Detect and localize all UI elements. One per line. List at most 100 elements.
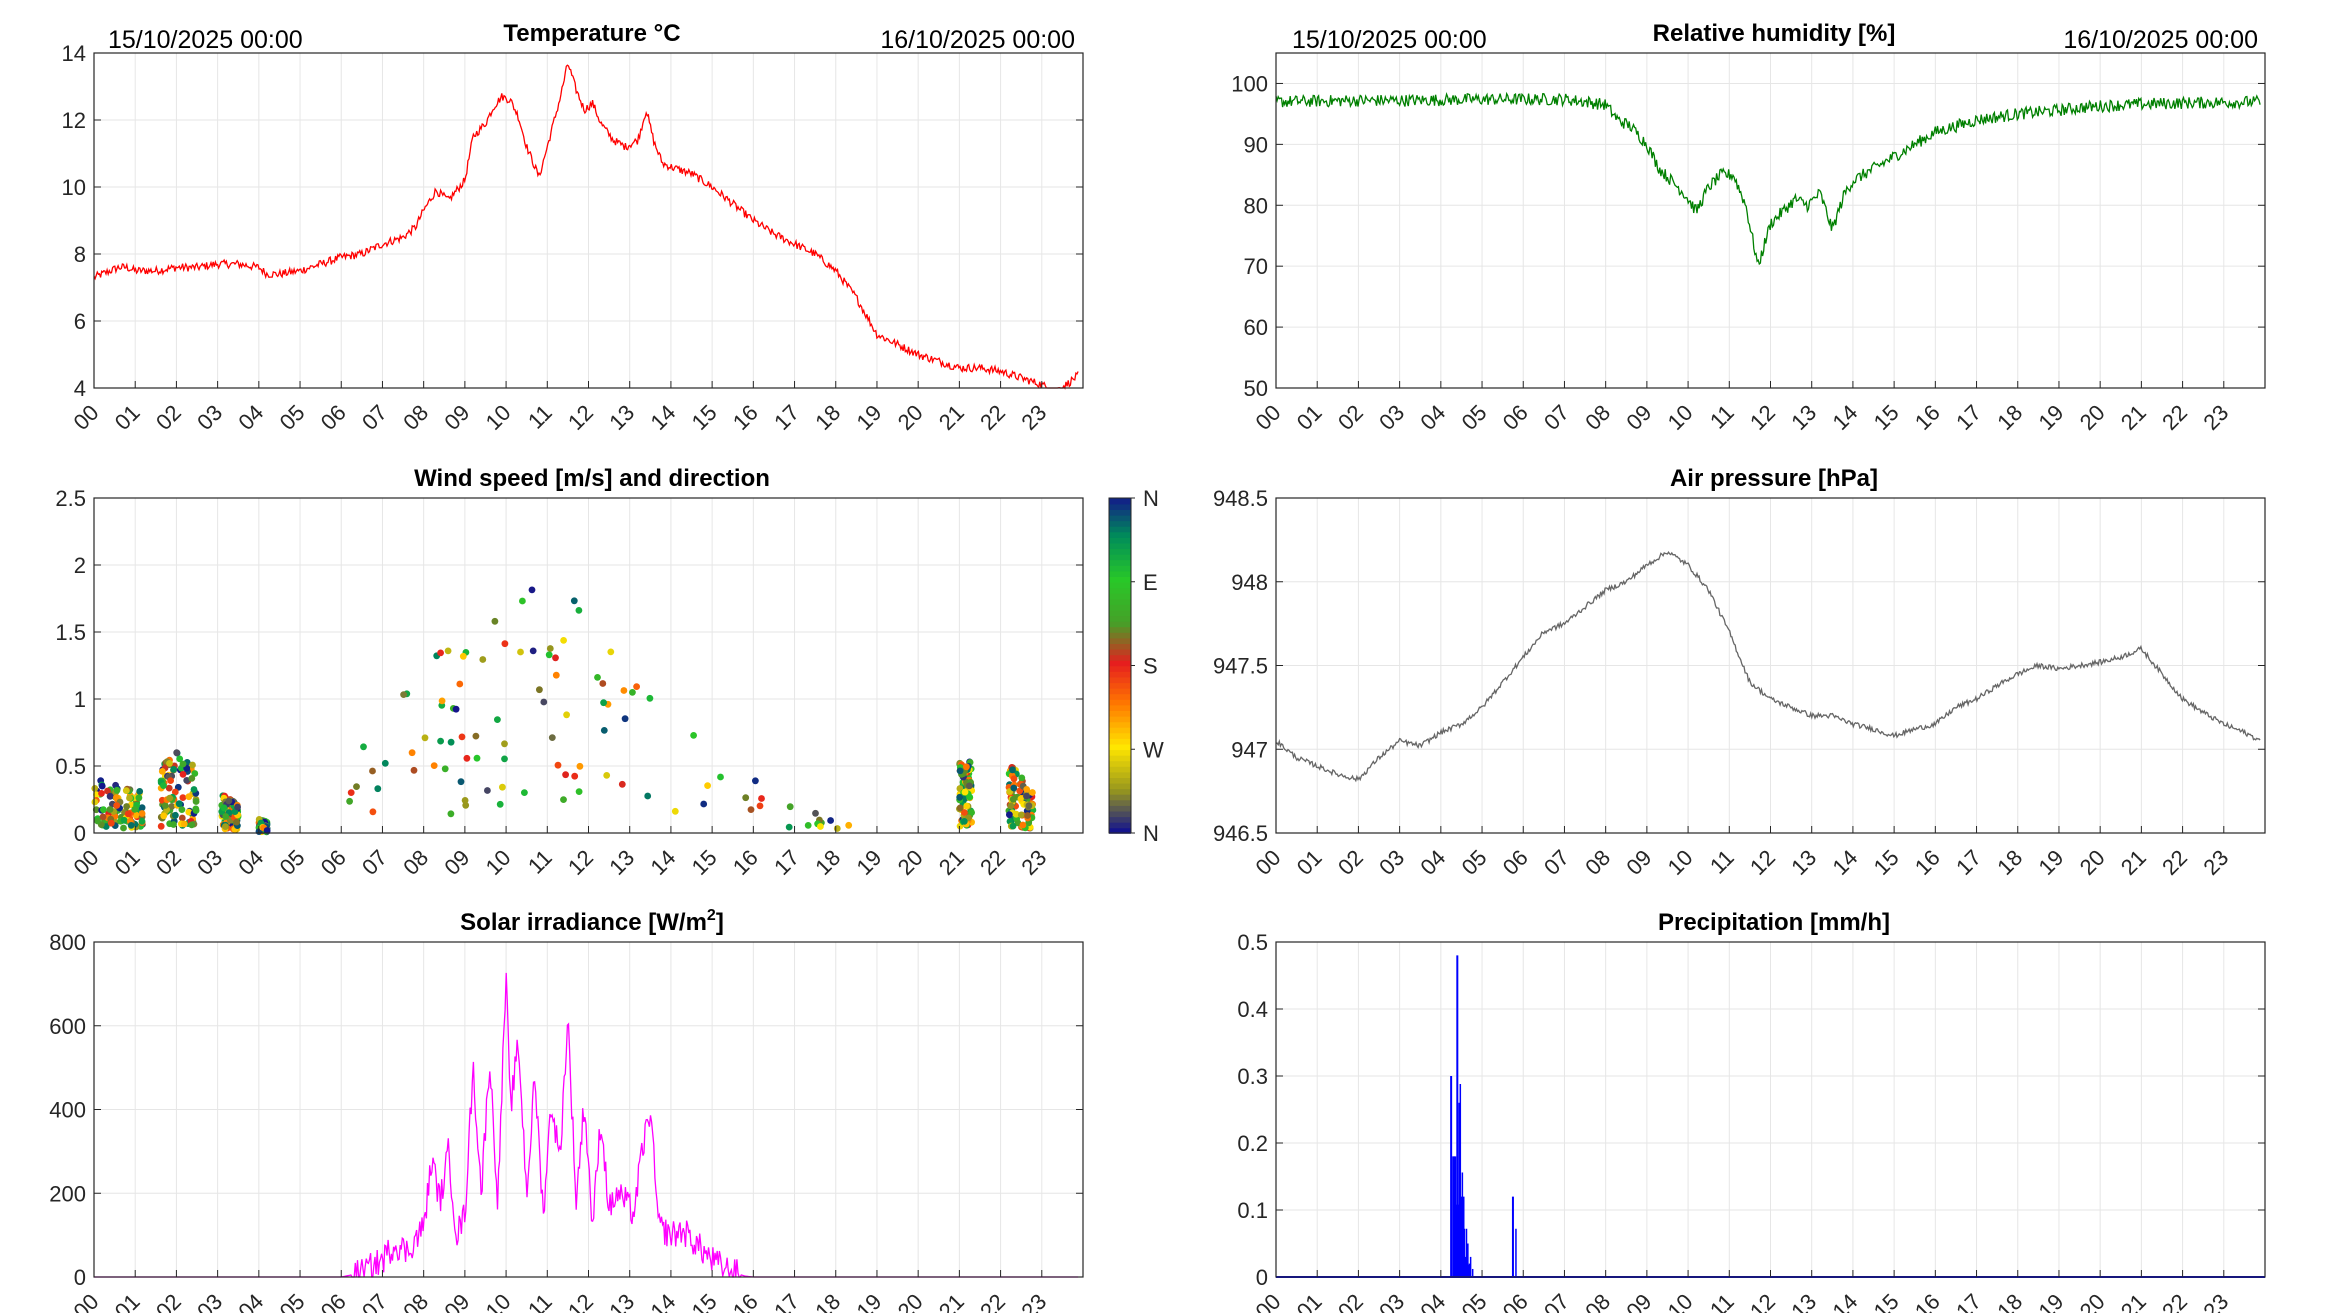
wind-point (104, 787, 111, 795)
humidity-ytick-label: 90 (1244, 132, 1268, 157)
precipitation-xtick-label: 04 (1415, 1289, 1450, 1313)
colorbar-segment (1109, 615, 1131, 622)
wind-point (484, 787, 491, 794)
solar-xtick-label: 10 (481, 1289, 516, 1313)
pressure-grid (1275, 497, 2265, 834)
colorbar-segment (1109, 788, 1131, 795)
wind-point (671, 807, 679, 815)
wind-point (353, 783, 360, 790)
wind-point (752, 777, 759, 785)
pressure-line (1275, 551, 2261, 783)
pressure-xtick-label: 02 (1333, 845, 1368, 880)
wind-point (167, 777, 175, 784)
wind-grid (93, 497, 1083, 834)
temperature-xtick-label: 23 (1016, 400, 1051, 435)
colorbar-segment (1109, 782, 1131, 790)
humidity-date-start: 15/10/2025 00:00 (1292, 26, 1487, 54)
pressure-xtick-label: 10 (1663, 845, 1698, 880)
wind-point (452, 705, 460, 713)
wind-point (123, 803, 130, 810)
wind-point (188, 775, 196, 782)
wind-point (131, 806, 139, 813)
precipitation-xtick-label: 23 (2198, 1289, 2233, 1313)
pressure-ytick-label: 947.5 (1213, 654, 1268, 679)
colorbar-label: N (1143, 486, 1159, 511)
solar-xtick-label: 21 (934, 1289, 969, 1313)
pressure-xtick-label: 12 (1745, 845, 1780, 880)
humidity-xtick-label: 04 (1415, 400, 1450, 435)
solar-xtick-label: 13 (604, 1289, 639, 1313)
wind-point (491, 617, 499, 625)
solar-xtick-label: 15 (687, 1289, 722, 1313)
pressure-xtick-label: 15 (1869, 845, 1904, 880)
wind-point (441, 765, 449, 773)
humidity-xtick-label: 10 (1663, 400, 1698, 435)
precipitation-xtick-label: 11 (1705, 1289, 1739, 1313)
wind-point (437, 649, 444, 657)
colorbar-segment (1109, 665, 1131, 672)
wind-point (621, 715, 629, 723)
temperature-series (93, 64, 1079, 390)
wind-point (644, 792, 652, 800)
pressure-xtick-label: 22 (2157, 845, 2192, 880)
wind-point (562, 771, 569, 779)
wind-point (812, 809, 819, 817)
colorbar-segment (1109, 648, 1131, 656)
temperature-x-axis: 00 01 02 03 04 05 06 07 08 09 10 11 12 13 14 15 16 17 18 19… (69, 381, 1051, 435)
precipitation-xtick-label: 01 (1292, 1289, 1327, 1313)
wind-point (132, 811, 140, 819)
wind-point (536, 686, 543, 694)
wind-point (717, 773, 724, 781)
temperature-xtick-label: 22 (975, 400, 1010, 435)
wind-point (519, 597, 526, 605)
precipitation-xtick-label: 02 (1333, 1289, 1368, 1313)
solar-xtick-label: 23 (1016, 1289, 1051, 1313)
humidity-xtick-label: 18 (1992, 400, 2027, 435)
wind-point (956, 793, 964, 801)
temperature-xtick-label: 15 (687, 400, 722, 435)
wind-point (122, 787, 130, 794)
wind-point (447, 810, 455, 818)
colorbar-segment (1109, 503, 1131, 510)
wind-point (620, 687, 628, 694)
colorbar-segment (1109, 726, 1131, 734)
wind-xtick-label: 17 (769, 845, 804, 880)
wind-point (438, 697, 446, 705)
humidity-x-axis: 00 01 02 03 04 05 06 07 08 09 10 11 12 13 14 15 16 17 18 19… (1251, 381, 2233, 435)
solar-xtick-label: 02 (151, 1289, 186, 1313)
wind-point (956, 804, 964, 812)
precipitation-xtick-label: 19 (2034, 1289, 2069, 1313)
wind-point (91, 798, 99, 806)
humidity-xtick-label: 03 (1374, 400, 1409, 435)
humidity-xtick-label: 11 (1705, 400, 1739, 434)
precipitation-ytick-label: 0 (1256, 1265, 1268, 1290)
wind-point (501, 740, 508, 748)
colorbar-segment (1109, 749, 1131, 756)
humidity-date-end: 16/10/2025 00:00 (2063, 26, 2258, 54)
wind-point (600, 727, 608, 734)
wind-xtick-label: 12 (563, 845, 598, 880)
wind-point (138, 804, 146, 812)
wind-point (192, 798, 200, 805)
precipitation-xtick-label: 05 (1457, 1289, 1492, 1313)
solar-title: Solar irradiance [W/m2] (460, 907, 724, 936)
wind-point (785, 823, 793, 831)
wind-point (166, 794, 174, 802)
wind-point (501, 755, 508, 763)
colorbar-segment (1109, 592, 1131, 600)
wind-point (463, 754, 471, 762)
wind-point (575, 607, 583, 614)
pressure-xtick-label: 20 (2075, 845, 2110, 880)
pressure-xtick-label: 03 (1374, 845, 1409, 880)
wind-point (176, 755, 184, 763)
wind-direction-colorbar: N W S E N (1108, 486, 1164, 846)
wind-point (758, 795, 765, 802)
colorbar-label: S (1143, 654, 1158, 679)
wind-point (756, 802, 764, 810)
colorbar-segment (1109, 682, 1131, 689)
wind-point (120, 816, 128, 824)
precipitation-grid (1275, 941, 2265, 1278)
precipitation-ytick-label: 0.2 (1237, 1131, 1268, 1156)
wind-point (172, 811, 179, 819)
wind-point (98, 790, 105, 797)
